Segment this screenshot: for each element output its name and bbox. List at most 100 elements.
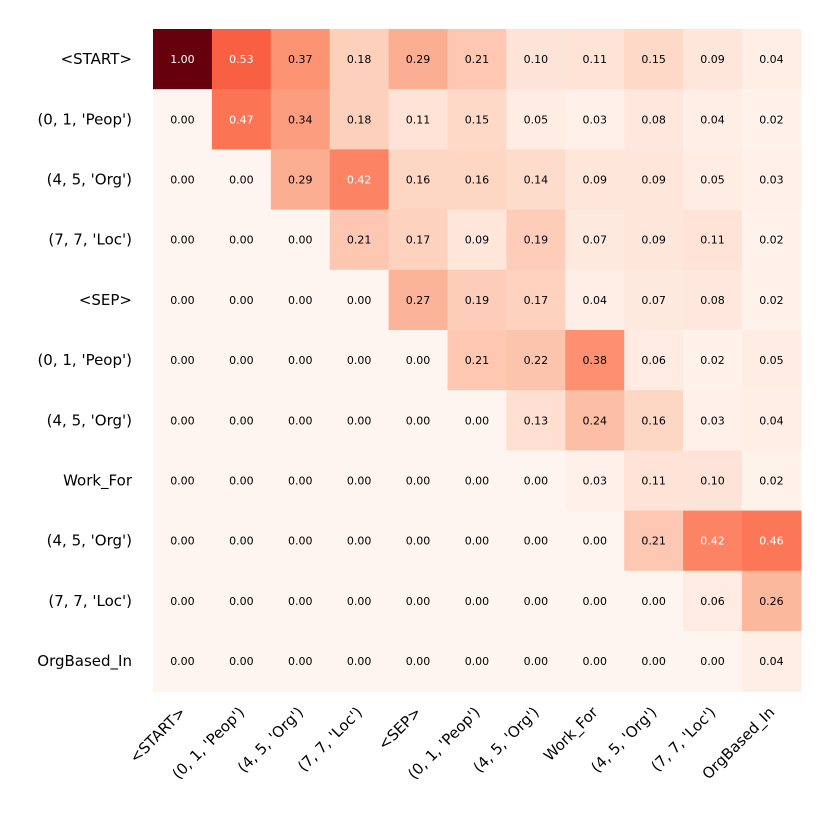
heatmap-cell-r10-c0 <box>153 631 213 692</box>
heatmap-cell-value-r1-c0: 0.00 <box>170 113 195 126</box>
heatmap-cell-value-r1-c3: 0.18 <box>347 113 372 126</box>
heatmap-cell-r8-c0 <box>153 510 213 572</box>
heatmap-cell-r4-c8 <box>624 269 684 331</box>
heatmap-cell-r4-c10 <box>742 269 802 331</box>
heatmap-cell-r6-c9 <box>683 390 743 451</box>
heatmap-cell-r6-c10 <box>742 390 802 451</box>
y-tick-label-8: (4, 5, 'Org') <box>47 532 132 550</box>
heatmap-cell-value-r6-c6: 0.13 <box>524 414 549 427</box>
heatmap-cell-r8-c1 <box>211 510 272 572</box>
y-tick-label-1: (0, 1, 'Peop') <box>37 110 132 128</box>
heatmap-cell-r7-c8 <box>624 450 684 512</box>
heatmap-cell-r9-c7 <box>565 570 625 632</box>
heatmap-cell-r10-c7 <box>565 631 625 692</box>
heatmap-cell-r2-c4 <box>388 149 449 211</box>
heatmap-cell-value-r1-c2: 0.34 <box>288 113 313 126</box>
heatmap-cell-r5-c9 <box>683 330 743 391</box>
heatmap-cell-r10-c5 <box>447 631 507 692</box>
heatmap-cell-value-r3-c2: 0.00 <box>288 234 313 247</box>
heatmap-cell-value-r4-c10: 0.02 <box>759 294 784 307</box>
heatmap-cell-value-r7-c0: 0.00 <box>170 475 195 488</box>
heatmap-cell-value-r6-c5: 0.00 <box>465 414 490 427</box>
heatmap-cell-r6-c7 <box>565 390 625 451</box>
heatmap-cell-value-r6-c2: 0.00 <box>288 414 313 427</box>
heatmap-cell-r10-c8 <box>624 631 684 692</box>
heatmap-cell-r9-c2 <box>270 570 331 632</box>
heatmap-cell-r4-c6 <box>506 269 566 331</box>
heatmap-cell-value-r1-c6: 0.05 <box>524 113 549 126</box>
heatmap-cell-r0-c0 <box>153 29 213 90</box>
heatmap-cell-r4-c0 <box>153 269 213 331</box>
heatmap-cell-value-r3-c1: 0.00 <box>229 234 254 247</box>
heatmap-cell-r1-c1 <box>211 89 272 150</box>
heatmap-cell-value-r6-c0: 0.00 <box>170 414 195 427</box>
heatmap-cell-value-r8-c1: 0.00 <box>229 535 254 548</box>
heatmap-cell-value-r7-c4: 0.00 <box>406 475 431 488</box>
heatmap-cell-value-r5-c1: 0.00 <box>229 354 254 367</box>
heatmap-cell-r2-c2 <box>270 149 331 211</box>
heatmap-cell-r2-c10 <box>742 149 802 211</box>
heatmap-cell-value-r2-c2: 0.29 <box>288 174 313 187</box>
heatmap-cell-value-r5-c8: 0.06 <box>641 354 666 367</box>
heatmap-cell-value-r9-c4: 0.00 <box>406 595 431 608</box>
heatmap-cell-value-r2-c1: 0.00 <box>229 174 254 187</box>
heatmap-cell-value-r0-c3: 0.18 <box>347 53 372 66</box>
heatmap-cell-r9-c9 <box>683 570 743 632</box>
heatmap-cell-r6-c1 <box>211 390 272 451</box>
heatmap-cell-value-r10-c6: 0.00 <box>524 655 549 668</box>
heatmap-cell-r1-c7 <box>565 89 625 150</box>
heatmap-cell-r8-c10 <box>742 510 802 572</box>
heatmap-cell-value-r8-c10: 0.46 <box>759 535 784 548</box>
heatmap-cell-value-r0-c7: 0.11 <box>583 53 608 66</box>
heatmap-cell-r6-c3 <box>329 390 390 451</box>
heatmap-cell-value-r4-c0: 0.00 <box>170 294 195 307</box>
y-tick-label-6: (4, 5, 'Org') <box>47 411 132 429</box>
heatmap-cell-r9-c8 <box>624 570 684 632</box>
heatmap-cell-value-r5-c4: 0.00 <box>406 354 431 367</box>
heatmap-cell-r3-c10 <box>742 209 802 271</box>
y-tick-label-9: (7, 7, 'Loc') <box>48 592 132 610</box>
heatmap-cell-r5-c2 <box>270 330 331 391</box>
heatmap-cell-value-r3-c10: 0.02 <box>759 234 784 247</box>
heatmap-cell-value-r0-c0: 1.00 <box>170 53 195 66</box>
heatmap-cell-value-r5-c0: 0.00 <box>170 354 195 367</box>
heatmap-cell-value-r0-c6: 0.10 <box>524 53 549 66</box>
heatmap-cell-r9-c3 <box>329 570 390 632</box>
heatmap-cell-value-r9-c6: 0.00 <box>524 595 549 608</box>
heatmap-cell-value-r0-c10: 0.04 <box>759 53 784 66</box>
heatmap-cell-value-r5-c6: 0.22 <box>524 354 549 367</box>
heatmap-cell-r1-c5 <box>447 89 507 150</box>
heatmap-cell-value-r7-c1: 0.00 <box>229 475 254 488</box>
y-tick-label-2: (4, 5, 'Org') <box>47 171 132 189</box>
heatmap-cell-r7-c2 <box>270 450 331 512</box>
heatmap-cell-value-r7-c5: 0.00 <box>465 475 490 488</box>
heatmap-cell-r7-c7 <box>565 450 625 512</box>
heatmap-cell-r6-c4 <box>388 390 449 451</box>
heatmap-cell-value-r6-c8: 0.16 <box>641 414 666 427</box>
heatmap-cell-r9-c1 <box>211 570 272 632</box>
heatmap-cell-r3-c4 <box>388 209 449 271</box>
heatmap-cell-value-r6-c9: 0.03 <box>700 414 725 427</box>
heatmap-cell-value-r1-c8: 0.08 <box>641 113 666 126</box>
heatmap-cell-r2-c7 <box>565 149 625 211</box>
heatmap-cell-r0-c4 <box>388 29 449 90</box>
heatmap-cell-value-r9-c3: 0.00 <box>347 595 372 608</box>
heatmap-cell-value-r4-c4: 0.27 <box>406 294 431 307</box>
x-tick-label-7: Work_For <box>540 703 603 766</box>
heatmap-cell-value-r5-c7: 0.38 <box>583 354 608 367</box>
heatmap-cell-value-r10-c4: 0.00 <box>406 655 431 668</box>
heatmap-cell-r5-c10 <box>742 330 802 391</box>
heatmap-cell-r6-c0 <box>153 390 213 451</box>
heatmap-cell-labels: 1.00 0.53 0.37 0.18 0.29 0.21 0.10 0.11 0.15 0.09… <box>170 53 784 668</box>
heatmap-cell-r4-c9 <box>683 269 743 331</box>
heatmap-cell-value-r3-c7: 0.07 <box>583 234 608 247</box>
heatmap-cell-r3-c6 <box>506 209 566 271</box>
heatmap-cell-r3-c8 <box>624 209 684 271</box>
heatmap-cell-r4-c4 <box>388 269 449 331</box>
heatmap-cell-r10-c3 <box>329 631 390 692</box>
heatmap-cell-value-r0-c1: 0.53 <box>229 53 254 66</box>
y-tick-label-10: OrgBased_In <box>37 652 132 671</box>
heatmap-cell-r1-c4 <box>388 89 449 150</box>
heatmap-cell-r3-c0 <box>153 209 213 271</box>
heatmap-cell-value-r3-c3: 0.21 <box>347 234 372 247</box>
